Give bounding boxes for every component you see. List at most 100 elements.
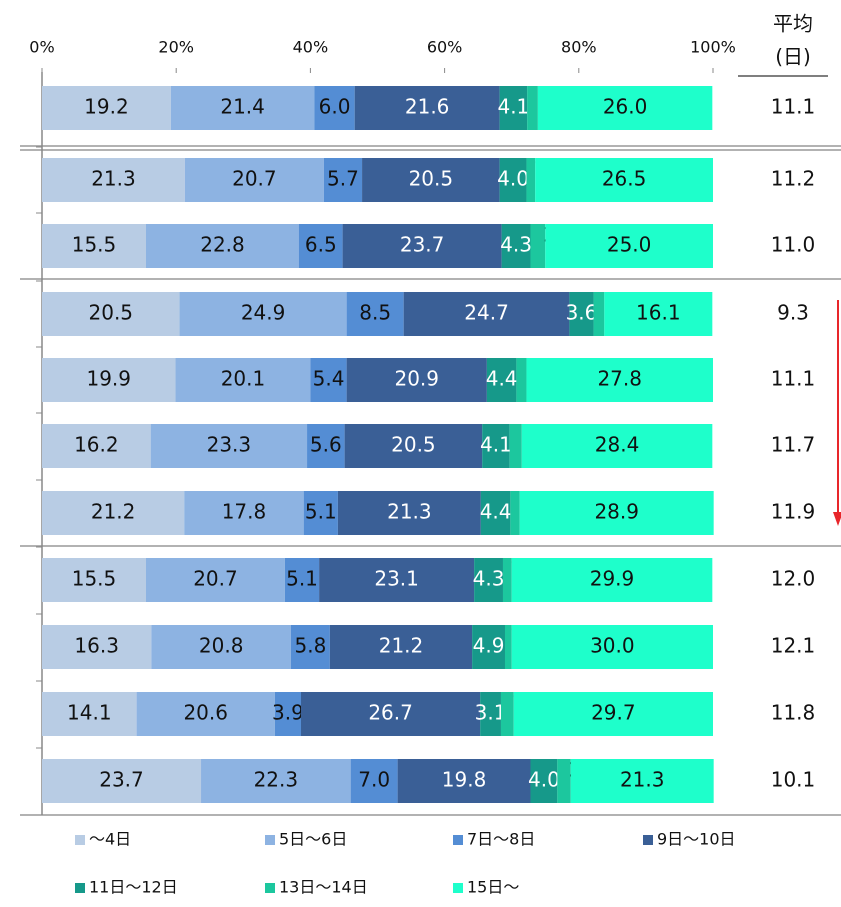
bar-segment [42,358,176,402]
value-label: 19.9 [86,367,131,391]
value-label: 21.2 [91,500,136,524]
average-value: 11.1 [771,367,816,391]
bar-segment [499,158,527,202]
value-label: 20.6 [183,701,228,725]
bar-segment [511,625,713,669]
average-header: 平均 [773,12,813,36]
bar-segment [42,692,137,736]
x-tick-label: 60% [427,38,463,57]
x-tick-label: 80% [561,38,597,57]
bar-segment [513,692,713,736]
bar-segment [136,692,275,736]
bar-segment [179,292,347,336]
value-label: 29.7 [591,701,636,725]
bar-segment [537,86,713,130]
bar-segment [42,424,151,468]
bar-segment [42,224,147,268]
value-label: 4.4 [480,500,512,524]
bar-segment [472,625,505,669]
value-label: 5.1 [305,500,337,524]
average-value: 11.2 [771,167,816,191]
x-tick-label: 0% [29,38,54,57]
bar-segment [530,759,558,803]
value-label: 4.0 [497,167,529,191]
bar-segment [42,292,180,336]
value-label: 22.8 [200,233,245,257]
value-label: 23.7 [99,768,144,792]
bar-segment [274,692,302,736]
value-label: 4.0 [528,768,560,792]
value-label: 28.9 [594,500,639,524]
value-label: 21.3 [387,500,432,524]
value-label: 24.9 [241,301,286,325]
value-label: 8.5 [359,301,391,325]
value-label: 20.1 [221,367,266,391]
value-label: 4.1 [497,95,529,119]
bar-segment [150,424,308,468]
legend-swatch [643,835,653,845]
average-value: 12.0 [771,567,816,591]
value-label: 28.4 [595,433,640,457]
value-label: 5.1 [286,567,318,591]
bar-segment [354,86,500,130]
bar-segment [303,491,338,535]
legend-swatch [453,835,463,845]
value-label: 4.3 [473,567,505,591]
bar-segment [342,224,502,268]
value-label: 16.2 [74,433,119,457]
bar-segment [337,491,481,535]
value-label: 20.8 [199,634,244,658]
bar-segment [184,158,324,202]
bar-segment [593,292,605,336]
bar-segment [482,424,510,468]
legend-label: 5日～6日 [279,830,347,849]
bar-segment [499,86,528,130]
value-label: 20.5 [409,167,454,191]
value-label: 7.0 [358,768,390,792]
bar-segment [500,692,514,736]
bar-segment [42,158,185,202]
value-label: 26.7 [368,701,413,725]
value-label: 16.3 [74,634,119,658]
average-value: 10.1 [771,768,816,792]
x-tick-label: 100% [690,38,736,57]
bar-segment [319,558,475,602]
value-label: 25.0 [607,233,652,257]
bar-segment [569,292,594,336]
average-value: 11.9 [771,500,816,524]
value-label: 16.1 [636,301,681,325]
value-label: 19.2 [84,95,129,119]
value-label: 21.3 [91,167,136,191]
bar-segment [346,292,404,336]
bar-segment [516,358,527,402]
value-label: 20.5 [89,301,134,325]
value-label: 22.3 [254,768,299,792]
value-label: 26.0 [603,95,648,119]
value-label: 3.9 [272,701,304,725]
bar-segment [486,358,517,402]
value-label: 14.1 [67,701,112,725]
value-label: 21.2 [379,634,424,658]
value-label: 5.6 [310,433,342,457]
value-label: 24.7 [464,301,509,325]
value-label: 5.4 [313,367,345,391]
bar-segment [604,292,713,336]
value-label: 15.5 [72,567,117,591]
bar-segment [290,625,330,669]
value-label: 23.3 [207,433,252,457]
bar-segment [323,158,363,202]
bar-segment [526,158,536,202]
bar-segment [310,358,347,402]
value-label: 21.6 [405,95,450,119]
bar-segment [557,759,571,803]
value-label: 23.1 [374,567,419,591]
bar-segment [175,358,311,402]
bar-segment [501,224,531,268]
bar-segment [480,491,511,535]
bar-segment [510,491,520,535]
bar-segment [146,558,285,602]
value-label: 4.4 [486,367,518,391]
bar-segment [146,224,299,268]
value-label: 6.5 [305,233,337,257]
bar-segment [298,224,343,268]
